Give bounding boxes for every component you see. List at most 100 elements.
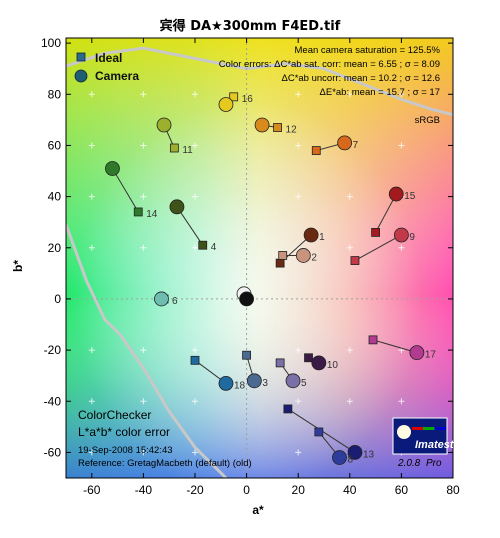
ideal-marker-12 xyxy=(273,123,282,132)
legend-ideal-label: Ideal xyxy=(95,51,122,65)
grid-mark xyxy=(140,398,147,405)
grid-mark xyxy=(88,91,95,98)
camera-marker-8 xyxy=(332,450,347,465)
x-axis-label: a* xyxy=(252,503,264,517)
grid-mark xyxy=(88,398,95,405)
ideal-marker-15 xyxy=(371,228,381,237)
grid-mark xyxy=(192,244,198,251)
y-axis-label: b* xyxy=(11,260,25,272)
x-tick-label: -60 xyxy=(83,483,101,497)
grid-mark xyxy=(346,347,353,354)
ideal-marker-8 xyxy=(314,427,324,437)
background-center-glow xyxy=(66,38,453,478)
camera-marker-2 xyxy=(295,248,311,263)
stat-colorspace: sRGB xyxy=(415,115,440,126)
chart-title: 宾得 DA★300mm F4ED.tif xyxy=(160,18,341,34)
legend-camera-label: Camera xyxy=(95,69,139,83)
x-tick-label: 0 xyxy=(243,483,250,497)
patch-label-2: 2 xyxy=(311,252,317,263)
camera-marker-5 xyxy=(285,373,301,389)
grid-mark xyxy=(88,193,95,200)
ideal-marker-1 xyxy=(275,258,285,268)
caption-timestamp: 19-Sep-2008 15:42:43 xyxy=(78,445,173,456)
stat-de: ΔE*ab: mean = 15.7 ; σ = 17 xyxy=(320,87,440,98)
patch-label-7: 7 xyxy=(353,140,359,151)
grid-mark xyxy=(346,398,353,405)
error-line-14 xyxy=(112,168,139,213)
camera-marker-9 xyxy=(393,227,409,243)
caption: ColorChecker L*a*b* color error 19-Sep-2… xyxy=(78,408,252,469)
grid-mark xyxy=(192,398,198,405)
axes: -60 -40 -20 0 20 40 60 80 100 80 60 40 20 0 -20 -40 -60 xyxy=(41,36,460,497)
ideal-marker-16 xyxy=(229,92,239,102)
caption-lab-error: L*a*b* color error xyxy=(78,425,170,439)
x-tick-label: 60 xyxy=(395,483,409,497)
grid-mark xyxy=(192,449,198,456)
grid-mark xyxy=(88,244,95,251)
patch-label-1: 1 xyxy=(319,232,325,243)
patch-label-13: 13 xyxy=(363,449,375,460)
camera-marker-1 xyxy=(303,227,319,243)
camera-marker-17 xyxy=(409,345,425,361)
imatest-logo: Imatest 2.0.8 Pro xyxy=(392,417,455,469)
camera-marker-14 xyxy=(105,161,120,176)
x-tick-label: 20 xyxy=(292,483,306,497)
ideal-marker-2 xyxy=(278,251,288,260)
grid-mark xyxy=(192,193,198,200)
legend-ideal-marker xyxy=(76,52,86,62)
grid-mark xyxy=(295,398,302,405)
grid-mark xyxy=(398,91,405,98)
patch-label-11: 11 xyxy=(182,145,193,156)
grid-mark xyxy=(295,91,302,98)
grid-mark xyxy=(295,193,302,200)
grid-mark xyxy=(88,347,95,354)
ideal-marker-10 xyxy=(304,353,313,363)
patch-label-14: 14 xyxy=(146,209,158,220)
camera-marker-4 xyxy=(169,199,185,215)
patch-label-12: 12 xyxy=(286,125,298,136)
grid-mark xyxy=(88,142,95,149)
grid-mark xyxy=(346,91,353,98)
y-tick-label: 80 xyxy=(48,87,62,101)
gamut-boundary-top xyxy=(66,46,453,117)
legend: Ideal Camera xyxy=(74,51,139,83)
grid-mark xyxy=(88,449,95,456)
x-tick-label: -20 xyxy=(186,483,204,497)
camera-marker-20 xyxy=(239,291,255,307)
ideal-marker-4 xyxy=(198,240,208,250)
patch-label-10: 10 xyxy=(327,360,339,371)
ideal-marker-13 xyxy=(283,404,293,414)
gamut-boundary-bottom xyxy=(66,224,228,478)
grid-mark xyxy=(140,347,147,354)
patch-label-17: 17 xyxy=(425,350,437,361)
x-tick-label: 80 xyxy=(446,483,460,497)
patch-label-15: 15 xyxy=(404,191,416,202)
grid-mark xyxy=(192,347,198,354)
ideal-marker-7 xyxy=(311,146,321,155)
stat-dc-uncorr: ΔC*ab uncorr: mean = 10.2 ; σ = 12.6 xyxy=(282,73,441,84)
ideal-marker-18 xyxy=(190,355,200,365)
error-line-4 xyxy=(176,206,204,246)
y-tick-label: -20 xyxy=(44,343,62,357)
logo-name: Imatest xyxy=(415,439,455,451)
x-tick-label: 40 xyxy=(343,483,357,497)
patch-label-9: 9 xyxy=(409,232,415,243)
y-tick-label: 20 xyxy=(48,241,62,255)
ideal-marker-17 xyxy=(368,335,378,345)
camera-marker-12 xyxy=(254,117,270,133)
grid-mark xyxy=(346,244,353,251)
camera-marker-7 xyxy=(337,135,353,151)
plot-frame xyxy=(65,37,454,479)
camera-marker-6 xyxy=(154,291,169,307)
logo-version: 2.0.8 xyxy=(397,458,421,469)
grid-mark xyxy=(295,244,302,251)
logo-edition: Pro xyxy=(426,458,442,469)
grid-mark xyxy=(346,193,353,200)
patch-label-3: 3 xyxy=(262,378,268,389)
grid-mark xyxy=(140,449,147,456)
y-tick-label: 60 xyxy=(48,138,62,152)
grid-mark xyxy=(295,449,302,456)
